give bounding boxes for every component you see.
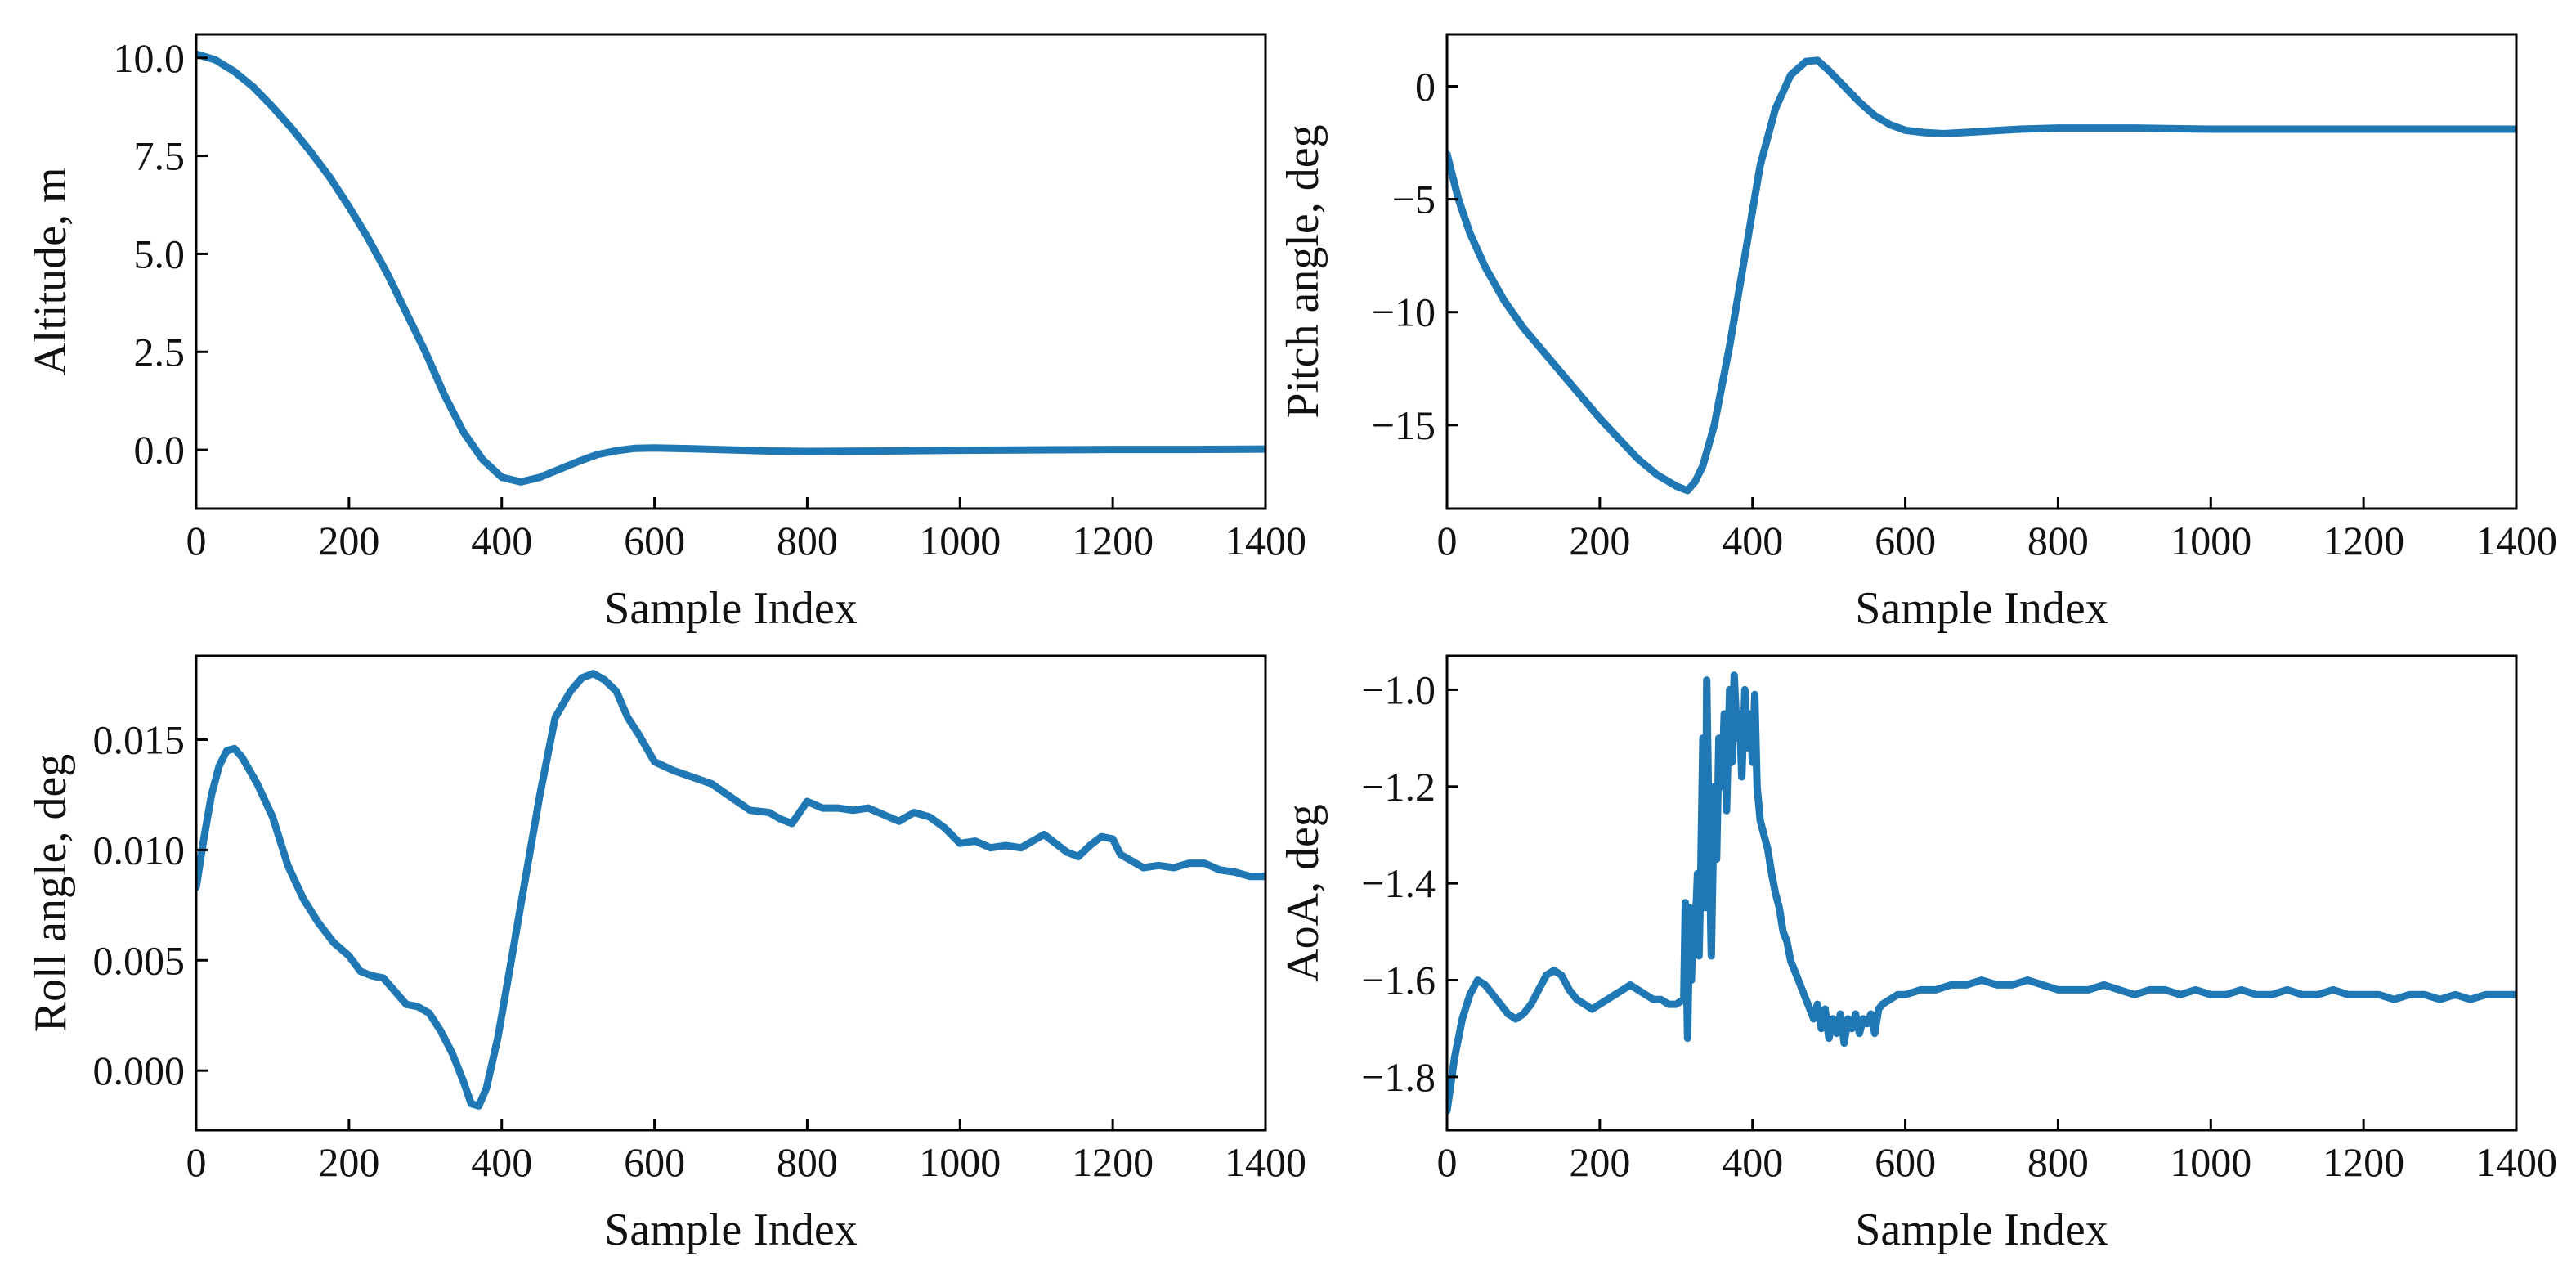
altitude-y-tick-label: 0.0 [134, 427, 186, 473]
altitude-x-tick-label: 200 [318, 518, 379, 563]
altitude-y-tick-label: 7.5 [134, 133, 186, 179]
panels: 0 200 400 600 800 1000 1200 1400 0.0 2.5 5.0 7.5 10.… [25, 33, 2557, 1255]
roll-x-axis-label: Sample Index [604, 1205, 857, 1255]
pitch-x-tick-label: 0 [1437, 518, 1458, 563]
pitch-y-tick-label: 0 [1415, 64, 1436, 110]
altitude-x-tick-label: 1200 [1072, 518, 1154, 563]
altitude-x-tick-label: 1400 [1225, 518, 1306, 563]
altitude-y-tick-label: 2.5 [134, 329, 186, 375]
panel-aoa: 0 200 400 600 800 1000 1200 1400 −1.8 −1.6 −1.4 −1.… [1278, 654, 2557, 1255]
roll-x-tick-label: 1400 [1225, 1139, 1306, 1185]
pitch-x-tick-label: 1400 [2475, 518, 2557, 563]
altitude-axes-frame [195, 33, 1267, 510]
aoa-y-tick-label: −1.2 [1361, 764, 1436, 810]
pitch-x-tick-label: 1000 [2170, 518, 2251, 563]
roll-x-tick-label: 400 [471, 1139, 532, 1185]
aoa-x-axis-label: Sample Index [1855, 1205, 2108, 1255]
aoa-x-tick-label: 200 [1569, 1139, 1630, 1185]
roll-y-tick-label: 0.015 [93, 717, 186, 763]
aoa-x-tick-label: 1000 [2170, 1139, 2251, 1185]
altitude-x-tick-label: 1000 [919, 518, 1001, 563]
pitch-x-tick-label: 400 [1722, 518, 1783, 563]
altitude-series-line [196, 50, 1266, 486]
roll-series-line [196, 670, 1266, 1110]
pitch-x-tick-label: 200 [1569, 518, 1630, 563]
roll-axes-frame [195, 654, 1267, 1132]
roll-y-axis-label: Roll angle, deg [25, 754, 76, 1033]
aoa-series-line [1447, 671, 2516, 1115]
pitch-series-line [1447, 56, 2516, 495]
panel-roll: 0 200 400 600 800 1000 1200 1400 0.000 0.005 0.010… [25, 654, 1306, 1255]
altitude-x-tick-label: 600 [624, 518, 685, 563]
aoa-x-tick-label: 1400 [2475, 1139, 2557, 1185]
aoa-y-tick-label: −1.6 [1361, 958, 1436, 1003]
aoa-y-axis-label: AoA, deg [1278, 804, 1328, 982]
roll-x-tick-label: 0 [186, 1139, 207, 1185]
aoa-axes-frame [1445, 654, 2518, 1132]
roll-y-tick-label: 0.000 [93, 1048, 186, 1093]
pitch-y-tick-label: −5 [1392, 177, 1436, 222]
pitch-y-axis-label: Pitch angle, deg [1278, 124, 1328, 418]
roll-x-tick-label: 1200 [1072, 1139, 1154, 1185]
altitude-y-axis-label: Altitude, m [25, 167, 76, 375]
aoa-y-tick-label: −1.8 [1361, 1054, 1436, 1100]
altitude-y-tick-label: 10.0 [114, 35, 186, 81]
aoa-x-tick-label: 800 [2027, 1139, 2089, 1185]
aoa-y-tick-label: −1.4 [1361, 860, 1436, 906]
roll-y-tick-label: 0.010 [93, 827, 186, 873]
pitch-x-axis-label: Sample Index [1855, 583, 2108, 634]
roll-x-tick-label: 200 [318, 1139, 379, 1185]
altitude-x-axis-label: Sample Index [604, 583, 857, 634]
pitch-y-tick-label: −15 [1372, 402, 1436, 448]
pitch-x-tick-label: 600 [1875, 518, 1936, 563]
roll-x-tick-label: 1000 [919, 1139, 1001, 1185]
roll-y-tick-label: 0.005 [93, 937, 186, 983]
roll-x-tick-label: 600 [624, 1139, 685, 1185]
pitch-x-tick-label: 1200 [2323, 518, 2404, 563]
pitch-y-tick-label: −10 [1372, 289, 1436, 335]
altitude-y-tick-label: 5.0 [134, 231, 186, 276]
panel-altitude: 0 200 400 600 800 1000 1200 1400 0.0 2.5 5.0 7.5 10.… [25, 33, 1306, 634]
aoa-x-tick-label: 1200 [2323, 1139, 2404, 1185]
altitude-x-tick-label: 400 [471, 518, 532, 563]
altitude-x-tick-label: 0 [186, 518, 207, 563]
aoa-x-tick-label: 400 [1722, 1139, 1783, 1185]
pitch-axes-frame [1445, 33, 2518, 510]
pitch-x-tick-label: 800 [2027, 518, 2089, 563]
altitude-x-tick-label: 800 [777, 518, 838, 563]
aoa-y-tick-label: −1.0 [1361, 666, 1436, 712]
panel-pitch: 0 200 400 600 800 1000 1200 1400 −15 −10 −5 0 Sample… [1278, 33, 2557, 634]
aoa-x-tick-label: 0 [1437, 1139, 1458, 1185]
roll-x-tick-label: 800 [777, 1139, 838, 1185]
aoa-x-tick-label: 600 [1875, 1139, 1936, 1185]
